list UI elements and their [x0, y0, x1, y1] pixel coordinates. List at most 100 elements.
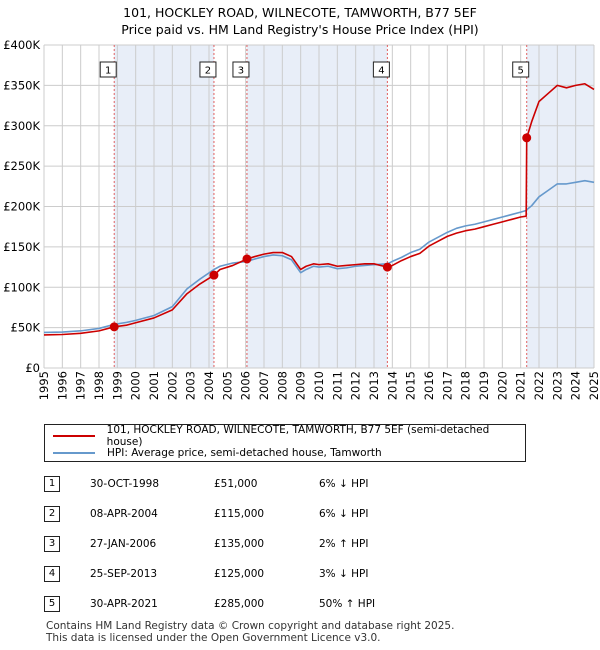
transaction-price: £285,000 [214, 598, 265, 610]
transaction-price: £115,000 [214, 508, 265, 520]
x-tick-label: 2004 [202, 371, 216, 400]
legend-swatch-property [53, 435, 95, 437]
x-tick-label: 2009 [294, 371, 308, 400]
y-tick-label: £300K [3, 119, 40, 133]
x-tick-label: 2024 [569, 371, 583, 400]
x-tick-label: 1999 [110, 371, 124, 400]
sale-marker [242, 254, 252, 264]
transaction-date: 30-OCT-1998 [90, 478, 159, 490]
price-chart: 1 2 3 4 5 £0 £50K £100K £150K £200K £250K £300K £35… [3, 38, 600, 400]
transaction-price: £125,000 [214, 568, 265, 580]
y-tick-label: £0 [25, 361, 40, 375]
x-tick-label: 2003 [184, 371, 198, 400]
x-tick-label: 2023 [550, 371, 564, 400]
sale-number-label: 2 [205, 66, 211, 77]
transaction-price: £135,000 [214, 538, 265, 550]
series-lines [43, 82, 595, 336]
legend-label-property: 101, HOCKLEY ROAD, WILNECOTE, TAMWORTH, … [106, 424, 490, 448]
x-tick-label: 2022 [532, 371, 546, 400]
chart-title-line2: Price paid vs. HM Land Registry's House … [121, 22, 479, 37]
footer-licence: This data is licensed under the Open Gov… [46, 632, 381, 644]
legend: 101, HOCKLEY ROAD, WILNECOTE, TAMWORTH, … [44, 424, 526, 462]
x-tick-label: 2001 [147, 371, 161, 400]
x-tick-label: 2002 [165, 371, 179, 400]
x-tick-label: 2007 [257, 371, 271, 400]
legend-label-hpi: HPI: Average price, semi-detached house,… [107, 447, 382, 459]
transaction-date: 25-SEP-2013 [90, 568, 158, 580]
x-tick-label: 2000 [129, 371, 143, 400]
transaction-num: 1 [44, 476, 60, 492]
transaction-price: £51,000 [214, 478, 258, 490]
transaction-num: 2 [44, 506, 60, 522]
transaction-date: 27-JAN-2006 [90, 538, 157, 550]
transaction-row: 3 27-JAN-2006 £135,000 2% ↑ HPI [44, 536, 564, 554]
sale-number-box [512, 61, 530, 78]
transaction-row: 4 25-SEP-2013 £125,000 3% ↓ HPI [44, 566, 564, 584]
sale-number-box [232, 61, 250, 78]
chart-title-line1: 101, HOCKLEY ROAD, WILNECOTE, TAMWORTH, … [123, 5, 477, 20]
sale-marker [209, 270, 219, 280]
transaction-hpi: 3% ↓ HPI [319, 568, 369, 580]
x-tick-label: 2005 [220, 371, 234, 400]
y-tick-label: £100K [3, 280, 40, 294]
y-tick-label: £50K [11, 321, 41, 335]
transaction-num: 3 [44, 536, 60, 552]
y-tick-label: £350K [3, 78, 40, 92]
legend-item-property: 101, HOCKLEY ROAD, WILNECOTE, TAMWORTH, … [53, 424, 525, 448]
sale-number-box [372, 61, 390, 78]
sale-number-boxes: 1 2 3 4 5 [99, 61, 530, 78]
sale-marker [109, 322, 119, 332]
sale-number-label: 5 [518, 66, 524, 77]
x-tick-label: 1997 [74, 371, 88, 400]
x-tick-label: 2015 [404, 371, 418, 400]
transaction-row: 2 08-APR-2004 £115,000 6% ↓ HPI [44, 506, 564, 524]
transaction-row: 1 30-OCT-1998 £51,000 6% ↓ HPI [44, 476, 564, 494]
sale-number-label: 4 [378, 66, 384, 77]
y-tick-label: £150K [3, 240, 40, 254]
x-tick-label: 2006 [239, 371, 253, 400]
x-tick-label: 2019 [477, 371, 491, 400]
x-tick-label: 2018 [459, 371, 473, 400]
hpi-line [43, 179, 595, 334]
sale-marker [382, 262, 392, 272]
transaction-hpi: 6% ↓ HPI [319, 478, 369, 490]
x-tick-label: 2016 [422, 371, 436, 400]
x-tick-label: 2013 [367, 371, 381, 400]
transaction-date: 30-APR-2021 [90, 598, 158, 610]
transaction-hpi: 6% ↓ HPI [319, 508, 369, 520]
x-tick-label: 2011 [330, 371, 344, 400]
y-tick-label: £250K [3, 159, 40, 173]
sale-markers [109, 133, 532, 332]
x-tick-label: 2012 [349, 371, 363, 400]
x-tick-label: 2021 [514, 371, 528, 400]
y-tick-label: £400K [3, 38, 40, 52]
transaction-hpi: 2% ↑ HPI [319, 538, 369, 550]
x-tick-label: 2017 [440, 371, 454, 400]
sale-marker [522, 133, 532, 143]
transaction-num: 4 [44, 566, 60, 582]
y-tick-label: £200K [3, 200, 40, 214]
transaction-hpi: 50% ↑ HPI [319, 598, 376, 610]
sale-number-box [99, 61, 117, 78]
property-price-line [43, 82, 595, 336]
x-tick-label: 1995 [37, 371, 51, 400]
transaction-num: 5 [44, 596, 60, 612]
sale-number-box [199, 61, 217, 78]
x-tick-label: 1996 [55, 371, 69, 400]
x-tick-label: 2025 [587, 371, 600, 400]
x-tick-label: 2020 [495, 371, 509, 400]
legend-item-hpi: HPI: Average price, semi-detached house,… [53, 445, 382, 461]
x-tick-label: 2008 [275, 371, 289, 400]
transaction-row: 5 30-APR-2021 £285,000 50% ↑ HPI [44, 596, 564, 614]
transaction-date: 08-APR-2004 [90, 508, 158, 520]
y-axis: £0 £50K £100K £150K £200K £250K £300K £350K £400… [3, 38, 40, 375]
sale-number-label: 3 [238, 66, 244, 77]
sale-number-label: 1 [105, 66, 111, 77]
x-tick-label: 1998 [92, 371, 106, 400]
grid [43, 44, 595, 369]
x-axis: 1995 1996 1997 1998 1999 2000 2001 2002 2003 2004… [37, 371, 600, 400]
legend-swatch-hpi [53, 452, 95, 454]
x-tick-label: 2014 [385, 371, 399, 400]
x-tick-label: 2010 [312, 371, 326, 400]
footer-copyright: Contains HM Land Registry data © Crown c… [46, 620, 455, 632]
